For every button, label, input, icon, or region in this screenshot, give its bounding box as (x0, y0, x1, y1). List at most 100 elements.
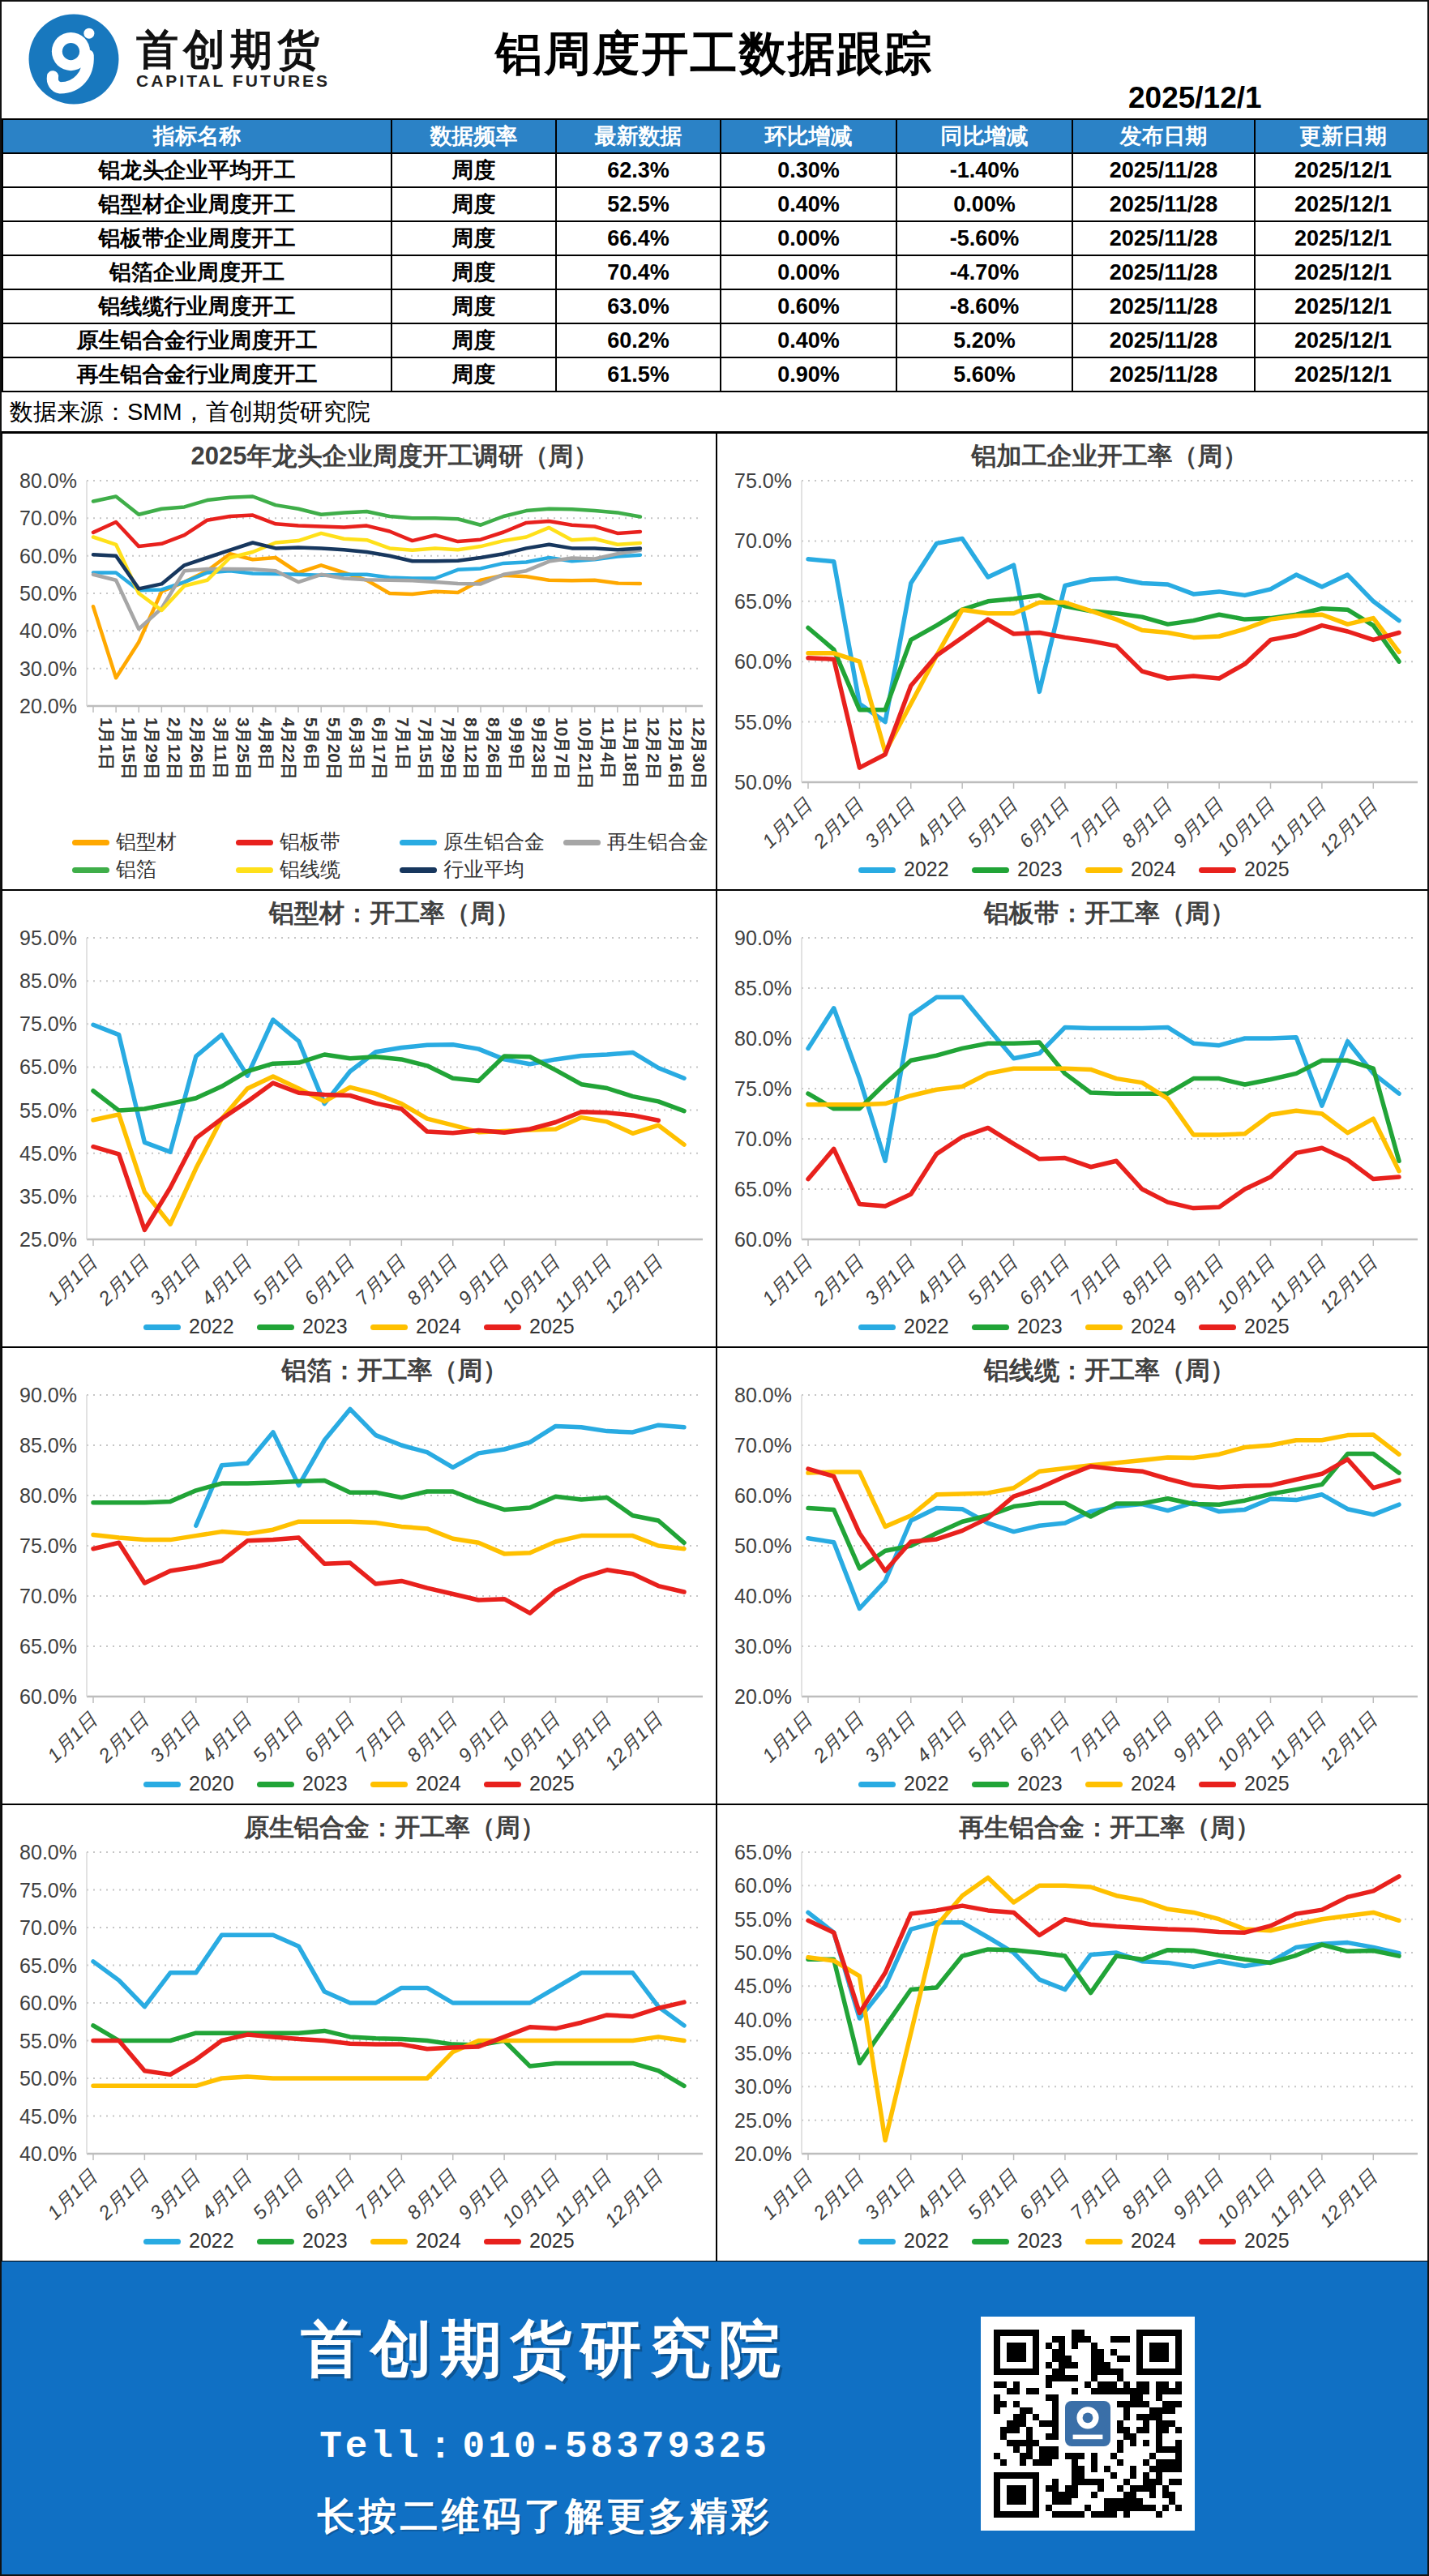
table-cell: 2025/12/1 (1255, 357, 1429, 392)
table-cell: 5.60% (896, 357, 1072, 392)
svg-text:2025: 2025 (1244, 858, 1290, 880)
table-cell: 铝型材企业周度开工 (2, 187, 391, 221)
report-footer: 首创期货研究院 Tell：010-58379325 长按二维码了解更多精彩 (2, 2261, 1427, 2576)
legend-item-再生铝合金: 再生铝合金 (563, 830, 708, 853)
series-line-再生铝合金 (93, 550, 640, 629)
y-tick-label: 40.0% (19, 619, 77, 642)
legend-item-2024: 2024 (370, 2229, 461, 2252)
chart-title: 铝型材：开工率（周） (267, 899, 520, 927)
charts-grid: 2025年龙头企业周度开工调研（周）20.0%30.0%40.0%50.0%60… (2, 433, 1429, 2261)
qr-code (981, 2317, 1195, 2531)
table-cell: 2025/12/1 (1255, 255, 1429, 289)
y-tick-label: 20.0% (734, 2142, 792, 2165)
y-tick-label: 60.0% (734, 650, 792, 673)
x-tick-label: 5月1日 (963, 794, 1022, 853)
legend-item-2020: 2020 (143, 1772, 234, 1795)
x-tick-label: 3月1日 (145, 1251, 204, 1310)
header-row: 指标名称数据频率最新数据环比增减同比增减发布日期更新日期 (2, 119, 1429, 153)
chart-cell-2: 铝加工企业开工率（周）50.0%55.0%60.0%65.0%70.0%75.0… (717, 433, 1429, 890)
svg-text:2023: 2023 (302, 1315, 348, 1337)
legend-item-2024: 2024 (370, 1772, 461, 1795)
x-tick-label: 8月12日 (462, 717, 481, 780)
table-cell: 0.40% (721, 323, 896, 357)
series-line-2023 (93, 1055, 684, 1111)
series-line-2024 (808, 1435, 1399, 1526)
y-tick-label: 30.0% (734, 1635, 792, 1658)
legend-item-2025: 2025 (1199, 858, 1290, 880)
y-tick-label: 80.0% (19, 1841, 77, 1864)
y-tick-label: 45.0% (734, 1975, 792, 1997)
x-tick-label: 1月1日 (757, 1708, 816, 1767)
legend-item-2023: 2023 (257, 1772, 348, 1795)
footer-qr-tip: 长按二维码了解更多精彩 (318, 2491, 772, 2542)
svg-text:2025: 2025 (529, 1315, 575, 1337)
qr-code-icon (981, 2317, 1195, 2531)
legend-item-2025: 2025 (1199, 1772, 1290, 1795)
x-tick-label: 12月1日 (1315, 2165, 1381, 2232)
x-tick-label: 1月1日 (757, 1251, 816, 1310)
table-row: 再生铝合金行业周度开工周度61.5%0.90%5.60%2025/11/2820… (2, 357, 1429, 392)
x-tick-label: 7月1日 (1065, 1251, 1124, 1310)
legend-item-2023: 2023 (972, 2229, 1063, 2252)
x-tick-label: 8月1日 (1117, 794, 1176, 853)
x-tick-label: 1月1日 (43, 1708, 102, 1767)
table-cell: 2025/11/28 (1072, 357, 1255, 392)
x-tick-label: 3月1日 (860, 2165, 919, 2224)
table-cell: 铝箔企业周度开工 (2, 255, 391, 289)
chart-title: 再生铝合金：开工率（周） (959, 1813, 1260, 1842)
svg-text:铝线缆: 铝线缆 (280, 858, 340, 880)
line-chart: 铝型材：开工率（周）25.0%35.0%45.0%55.0%65.0%75.0%… (2, 891, 716, 1346)
x-tick-label: 8月1日 (402, 1708, 461, 1767)
table-cell: 61.5% (556, 357, 721, 392)
x-tick-label: 2月1日 (93, 2165, 152, 2224)
series-line-2023 (93, 1480, 684, 1543)
x-tick-label: 7月1日 (1065, 2165, 1124, 2224)
table-cell: 66.4% (556, 221, 721, 255)
series-line-2022 (93, 1935, 684, 2026)
legend-item-2025: 2025 (1199, 2229, 1290, 2252)
x-tick-label: 1月1日 (757, 2165, 816, 2224)
y-tick-label: 95.0% (19, 926, 77, 949)
report-page: 首创期货 CAPITAL FUTURES 铝周度开工数据跟踪 2025/12/1… (0, 0, 1429, 2576)
x-tick-label: 10月1日 (498, 2165, 564, 2232)
x-tick-label: 10月1日 (1212, 1251, 1278, 1317)
svg-text:2022: 2022 (189, 2229, 234, 2252)
x-tick-label: 11月4日 (599, 717, 618, 779)
svg-text:2023: 2023 (302, 2229, 348, 2252)
table-cell: -4.70% (896, 255, 1072, 289)
svg-text:2025: 2025 (1244, 1315, 1290, 1337)
legend-item-2022: 2022 (858, 858, 949, 880)
legend-item-2022: 2022 (858, 2229, 949, 2252)
table-cell: 2025/11/28 (1072, 323, 1255, 357)
x-tick-label: 8月1日 (402, 1251, 461, 1310)
y-tick-label: 70.0% (19, 507, 77, 529)
y-tick-label: 50.0% (734, 1941, 792, 1964)
series-line-2024 (93, 1076, 684, 1224)
table-cell: 铝龙头企业平均开工 (2, 153, 391, 187)
x-tick-label: 3月1日 (860, 1708, 919, 1767)
chart-title: 原生铝合金：开工率（周） (243, 1813, 546, 1842)
x-tick-label: 3月1日 (145, 1708, 204, 1767)
x-tick-label: 4月1日 (911, 794, 970, 853)
x-tick-label: 7月1日 (394, 717, 413, 770)
table-cell: 铝线缆行业周度开工 (2, 289, 391, 323)
y-tick-label: 25.0% (19, 1228, 77, 1251)
svg-text:2024: 2024 (1131, 1315, 1176, 1337)
series-line-2020 (196, 1409, 684, 1525)
chart-title: 铝线缆：开工率（周） (982, 1356, 1235, 1384)
x-tick-label: 7月29日 (439, 717, 458, 780)
legend-item-铝型材: 铝型材 (72, 830, 177, 853)
legend-item-2024: 2024 (1085, 2229, 1176, 2252)
svg-text:2020: 2020 (189, 1772, 234, 1795)
chart-cell-1: 2025年龙头企业周度开工调研（周）20.0%30.0%40.0%50.0%60… (2, 433, 717, 890)
y-tick-label: 35.0% (734, 2042, 792, 2065)
y-tick-label: 75.0% (734, 469, 792, 492)
line-chart: 铝板带：开工率（周）60.0%65.0%70.0%75.0%80.0%85.0%… (717, 891, 1429, 1346)
y-tick-label: 75.0% (19, 1534, 77, 1557)
table-row: 铝龙头企业平均开工周度62.3%0.30%-1.40%2025/11/28202… (2, 153, 1429, 187)
y-tick-label: 25.0% (734, 2109, 792, 2132)
x-tick-label: 1月1日 (43, 2165, 102, 2224)
x-tick-label: 2月1日 (808, 2165, 867, 2224)
svg-text:2023: 2023 (1017, 2229, 1063, 2252)
table-cell: 0.00% (721, 221, 896, 255)
